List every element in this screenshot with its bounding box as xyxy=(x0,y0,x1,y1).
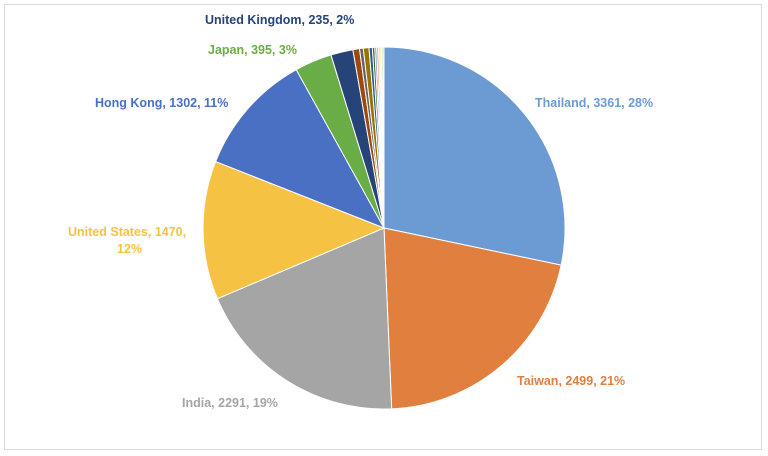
label-united-states-line1: United States, 1470, xyxy=(68,225,186,239)
data-labels: Thailand, 3361, 28% Taiwan, 2499, 21% In… xyxy=(68,13,653,410)
pie-slice-thailand xyxy=(383,46,566,266)
pie-slice-india xyxy=(216,227,393,410)
pie-slice-united-states xyxy=(202,160,386,300)
pie-slice-other-17 xyxy=(382,46,385,229)
label-thailand: Thailand, 3361, 28% xyxy=(535,96,653,110)
pie-slice-taiwan xyxy=(383,227,562,410)
label-united-states-line2: 12% xyxy=(117,242,142,256)
label-taiwan: Taiwan, 2499, 21% xyxy=(517,374,625,388)
label-united-kingdom: United Kingdom, 235, 2% xyxy=(205,13,354,27)
label-india: India, 2291, 19% xyxy=(182,396,278,410)
pie-slices xyxy=(202,46,566,410)
label-hong-kong: Hong Kong, 1302, 11% xyxy=(95,96,228,110)
pie-slice-hong-kong xyxy=(215,69,386,229)
label-japan: Japan, 395, 3% xyxy=(208,43,297,57)
